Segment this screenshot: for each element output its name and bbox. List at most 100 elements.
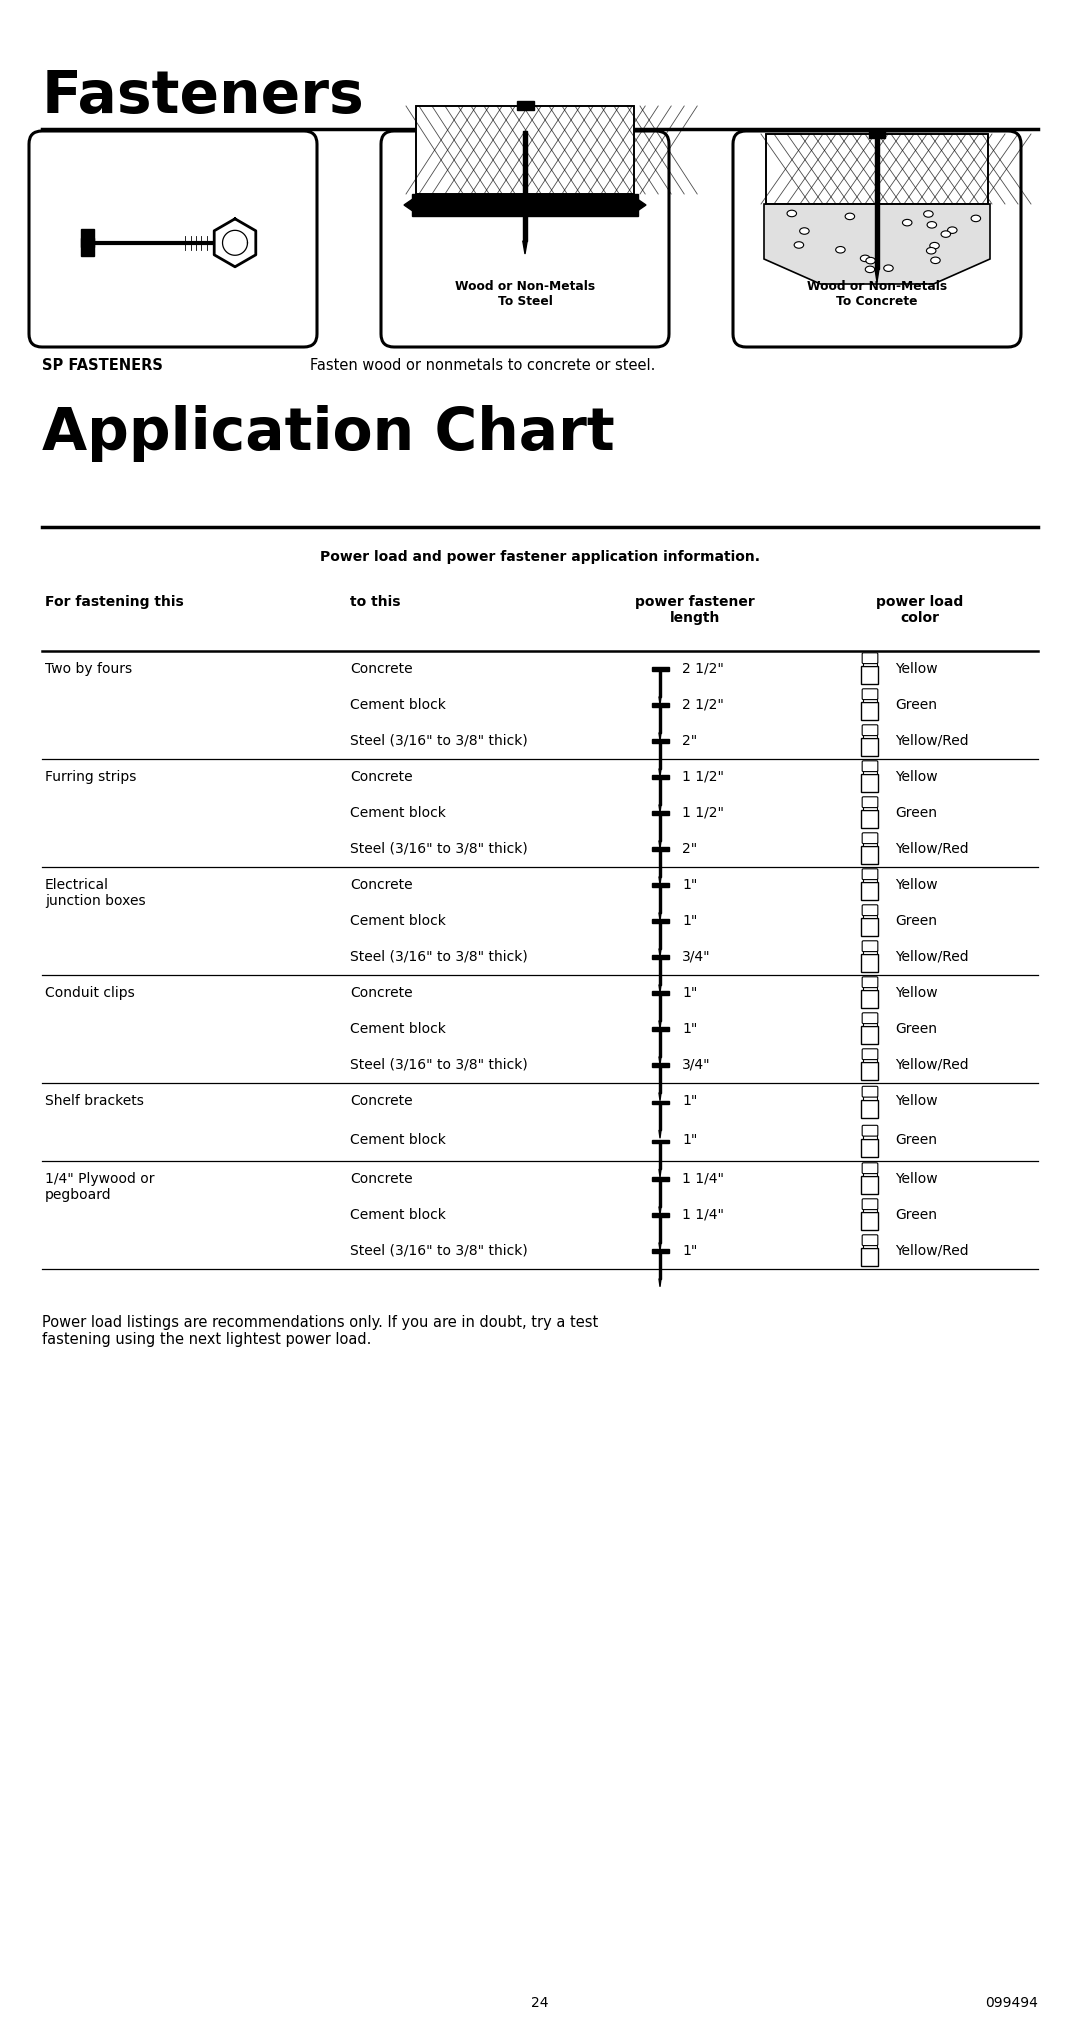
Bar xyxy=(862,918,878,936)
FancyBboxPatch shape xyxy=(862,1126,878,1136)
FancyBboxPatch shape xyxy=(862,1013,878,1024)
Polygon shape xyxy=(659,985,661,993)
Text: Power load listings are recommendations only. If you are in doubt, try a test
fa: Power load listings are recommendations … xyxy=(42,1315,598,1346)
Text: Green: Green xyxy=(895,1207,937,1221)
Polygon shape xyxy=(214,220,256,267)
Bar xyxy=(863,699,877,703)
Bar xyxy=(81,230,94,257)
Text: Two by fours: Two by fours xyxy=(45,663,132,675)
Text: Yellow: Yellow xyxy=(895,1172,937,1185)
Bar xyxy=(651,1213,669,1217)
Text: Yellow/Red: Yellow/Red xyxy=(895,1058,969,1070)
Text: 3/4": 3/4" xyxy=(681,950,711,964)
Bar xyxy=(659,1254,661,1278)
Text: 2": 2" xyxy=(681,734,698,748)
Bar xyxy=(863,950,877,954)
FancyBboxPatch shape xyxy=(862,689,878,699)
FancyBboxPatch shape xyxy=(862,905,878,916)
Bar xyxy=(651,775,669,779)
Polygon shape xyxy=(659,1170,661,1179)
FancyBboxPatch shape xyxy=(862,942,878,952)
Bar xyxy=(862,1099,878,1117)
Text: 1": 1" xyxy=(681,985,698,999)
Bar xyxy=(862,991,878,1009)
Bar xyxy=(651,1028,669,1032)
Text: 1 1/4": 1 1/4" xyxy=(681,1207,724,1221)
Ellipse shape xyxy=(794,243,804,249)
Bar xyxy=(863,663,877,667)
Bar xyxy=(766,135,988,204)
Text: Steel (3/16" to 3/8" thick): Steel (3/16" to 3/8" thick) xyxy=(350,1058,528,1070)
Text: 1 1/4": 1 1/4" xyxy=(681,1172,724,1185)
Text: power load
color: power load color xyxy=(876,595,963,624)
Ellipse shape xyxy=(865,267,875,273)
Text: Yellow/Red: Yellow/Red xyxy=(895,1244,969,1258)
Bar xyxy=(651,703,669,708)
Bar xyxy=(863,987,877,991)
Polygon shape xyxy=(659,1022,661,1030)
Bar xyxy=(862,1248,878,1266)
Bar xyxy=(651,920,669,924)
Bar xyxy=(651,991,669,995)
Bar xyxy=(651,1177,669,1181)
Bar xyxy=(863,1172,877,1177)
FancyBboxPatch shape xyxy=(862,1162,878,1174)
Text: Shelf brackets: Shelf brackets xyxy=(45,1093,144,1107)
Bar xyxy=(659,671,661,697)
FancyBboxPatch shape xyxy=(862,869,878,881)
FancyBboxPatch shape xyxy=(862,1236,878,1246)
Bar xyxy=(659,708,661,734)
Bar xyxy=(766,135,988,204)
Text: Cement block: Cement block xyxy=(350,805,446,820)
Text: Concrete: Concrete xyxy=(350,663,413,675)
Text: 2": 2" xyxy=(681,842,698,856)
Polygon shape xyxy=(764,204,990,285)
Ellipse shape xyxy=(903,220,912,226)
Bar xyxy=(659,1032,661,1058)
Text: 24: 24 xyxy=(531,1994,549,2008)
Ellipse shape xyxy=(861,257,869,263)
Ellipse shape xyxy=(923,212,933,218)
Text: Fasten wood or nonmetals to concrete or steel.: Fasten wood or nonmetals to concrete or … xyxy=(310,357,656,373)
Ellipse shape xyxy=(927,222,936,228)
Bar xyxy=(862,1213,878,1230)
Bar xyxy=(862,954,878,973)
FancyBboxPatch shape xyxy=(862,1087,878,1097)
Text: Wood or Non-Metals
To Concrete: Wood or Non-Metals To Concrete xyxy=(807,279,947,308)
Text: Yellow: Yellow xyxy=(895,769,937,783)
Polygon shape xyxy=(659,1058,661,1064)
Text: Steel (3/16" to 3/8" thick): Steel (3/16" to 3/8" thick) xyxy=(350,734,528,748)
Text: Steel (3/16" to 3/8" thick): Steel (3/16" to 3/8" thick) xyxy=(350,950,528,964)
Bar xyxy=(651,1140,669,1144)
Text: Furring strips: Furring strips xyxy=(45,769,136,783)
Bar xyxy=(651,1064,669,1066)
Bar xyxy=(862,846,878,865)
Text: Cement block: Cement block xyxy=(350,1207,446,1221)
Ellipse shape xyxy=(846,214,854,220)
Bar xyxy=(659,1217,661,1244)
Bar xyxy=(416,106,634,196)
Text: Steel (3/16" to 3/8" thick): Steel (3/16" to 3/8" thick) xyxy=(350,1244,528,1258)
Bar xyxy=(862,667,878,685)
Polygon shape xyxy=(404,196,420,216)
Text: For fastening this: For fastening this xyxy=(45,595,184,610)
Text: Concrete: Concrete xyxy=(350,877,413,891)
Ellipse shape xyxy=(799,228,809,234)
Text: Cement block: Cement block xyxy=(350,1132,446,1146)
Ellipse shape xyxy=(787,212,797,218)
Text: power fastener
length: power fastener length xyxy=(635,595,755,624)
Polygon shape xyxy=(659,805,661,814)
Bar xyxy=(651,848,669,852)
Bar xyxy=(651,883,669,887)
Bar xyxy=(659,744,661,769)
Bar xyxy=(651,956,669,960)
Text: Yellow: Yellow xyxy=(895,985,937,999)
Bar xyxy=(659,1144,661,1170)
Text: Yellow/Red: Yellow/Red xyxy=(895,950,969,964)
Bar xyxy=(863,734,877,738)
Bar xyxy=(659,887,661,913)
Polygon shape xyxy=(875,269,879,283)
Text: Concrete: Concrete xyxy=(350,1093,413,1107)
Bar xyxy=(862,738,878,756)
FancyBboxPatch shape xyxy=(862,726,878,736)
